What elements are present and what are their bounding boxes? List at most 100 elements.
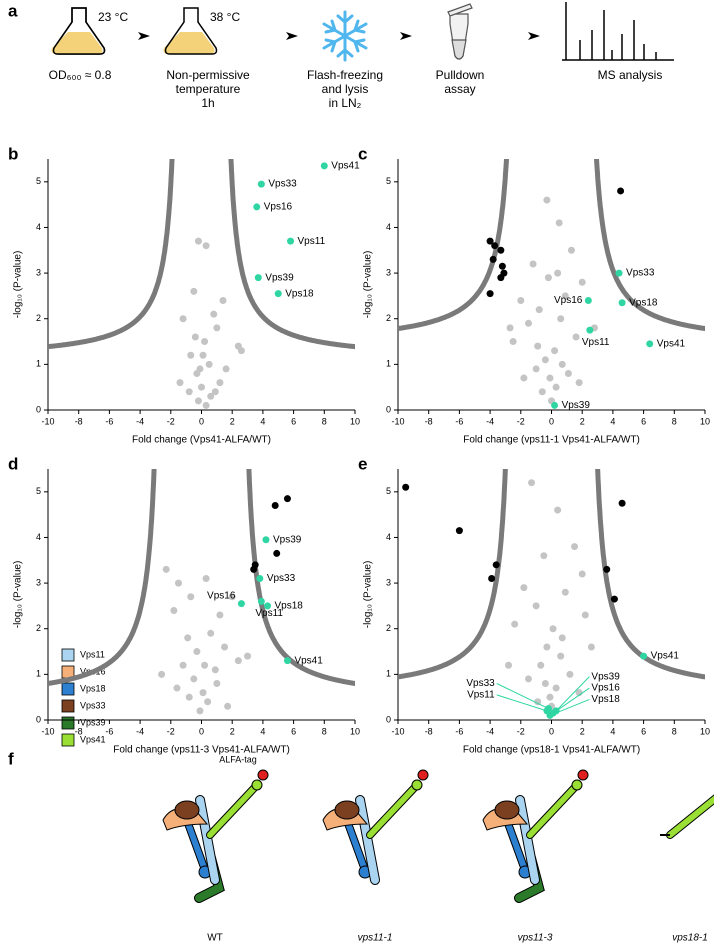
- x-tick-label: 6: [291, 726, 296, 736]
- volcano-plot: d -10 -8 -6 -4 -2 0 2 4 6 8 10 0 1 2 3 4 5 Fold change (vp…: [8, 454, 360, 756]
- y-tick-label: 0: [36, 714, 41, 724]
- data-point: [201, 338, 209, 346]
- y-tick-label: 0: [36, 404, 41, 414]
- data-point: [581, 611, 589, 619]
- subunit: [207, 782, 260, 838]
- x-tick-label: 0: [549, 416, 554, 426]
- data-point: [497, 274, 505, 282]
- x-tick-label: -10: [391, 416, 404, 426]
- data-point: [498, 262, 506, 270]
- flask-icon: [163, 7, 218, 55]
- strain-label: vps18-1: [672, 933, 708, 944]
- y-tick-label: 1: [36, 669, 41, 679]
- data-point: [587, 643, 595, 651]
- data-point: [213, 324, 221, 332]
- x-tick-label: -2: [167, 726, 175, 736]
- legend-label: Vps18: [80, 683, 106, 693]
- data-point: [549, 625, 557, 633]
- x-tick-label: 4: [260, 416, 265, 426]
- data-point: [194, 397, 202, 405]
- data-point: [529, 260, 537, 268]
- data-point: [555, 219, 563, 227]
- y-tick-label: 0: [386, 404, 391, 414]
- data-point: [271, 502, 279, 510]
- data-point: [174, 579, 182, 587]
- strain-label: WT: [207, 933, 223, 944]
- data-point: [283, 657, 291, 665]
- snowflake-icon: [322, 10, 368, 62]
- step-caption: Pulldown: [436, 68, 485, 82]
- cutoff-curve: [594, 159, 705, 332]
- data-point: [551, 401, 559, 409]
- x-axis-title: Fold change (vps11-1 Vps41-ALFA/WT): [463, 435, 640, 446]
- data-point: [237, 600, 245, 608]
- cutoff-curve: [398, 469, 508, 680]
- data-point: [190, 675, 198, 683]
- x-tick-label: 8: [672, 416, 677, 426]
- data-point: [615, 269, 623, 277]
- data-point: [162, 565, 170, 573]
- x-tick-label: 8: [672, 726, 677, 736]
- data-point: [486, 237, 494, 245]
- data-point: [207, 629, 215, 637]
- point-label: Vps41: [651, 651, 680, 662]
- data-point: [185, 388, 193, 396]
- temperature-label: 23 °C: [98, 10, 128, 24]
- x-axis-title: Fold change (vps11-3 Vps41-ALFA/WT): [113, 745, 290, 756]
- step-caption: Flash-freezing: [307, 68, 383, 82]
- x-tick-label: -4: [486, 416, 494, 426]
- data-point: [551, 347, 559, 355]
- data-point: [509, 338, 517, 346]
- data-point: [528, 479, 536, 487]
- cutoff-curve: [228, 159, 355, 350]
- legend-swatch: [61, 733, 75, 747]
- point-label: Vps39: [562, 400, 591, 411]
- data-point: [578, 570, 586, 578]
- tube-icon: [447, 3, 473, 60]
- x-tick-label: 4: [260, 726, 265, 736]
- legend-label: Vps11: [80, 649, 105, 659]
- x-tick-label: 6: [641, 416, 646, 426]
- ms-spectrum-icon: [562, 2, 674, 61]
- data-point: [572, 333, 580, 341]
- step-caption: OD₆₀₀ ≈ 0.8: [49, 68, 112, 82]
- data-point: [222, 365, 230, 373]
- data-point: [185, 693, 193, 701]
- data-point: [538, 388, 546, 396]
- y-tick-label: 5: [36, 486, 41, 496]
- data-point: [253, 203, 261, 211]
- y-axis-title: -log₁₀ (P-value): [363, 561, 374, 629]
- data-point: [557, 652, 565, 660]
- x-tick-label: -10: [391, 726, 404, 736]
- data-point: [534, 698, 542, 706]
- step-caption: MS analysis: [598, 68, 663, 82]
- data-point: [201, 661, 209, 669]
- data-point: [540, 552, 548, 560]
- data-point: [532, 365, 540, 373]
- data-point: [196, 365, 204, 373]
- data-point: [170, 606, 178, 614]
- data-point: [190, 287, 198, 295]
- x-tick-label: -6: [455, 416, 463, 426]
- x-tick-label: 4: [610, 726, 615, 736]
- y-tick-label: 0: [386, 714, 391, 724]
- x-tick-label: 0: [549, 726, 554, 736]
- x-tick-label: 2: [580, 416, 585, 426]
- data-point: [274, 290, 282, 298]
- data-point: [546, 374, 554, 382]
- x-axis-title: Fold change (vps18-1 Vps41-ALFA/WT): [463, 745, 640, 756]
- tag-label: ALFA-tag: [219, 754, 257, 764]
- x-tick-label: 10: [350, 726, 360, 736]
- point-label: Vps18: [629, 297, 658, 308]
- point-label: Vps41: [331, 160, 360, 171]
- data-point: [618, 299, 626, 307]
- data-point: [517, 296, 525, 304]
- data-point: [179, 315, 187, 323]
- step-caption: 1h: [201, 96, 214, 110]
- data-point: [179, 661, 187, 669]
- data-point: [250, 565, 258, 573]
- x-tick-label: -8: [425, 726, 433, 736]
- x-tick-label: -10: [41, 726, 54, 736]
- x-tick-label: 2: [230, 416, 235, 426]
